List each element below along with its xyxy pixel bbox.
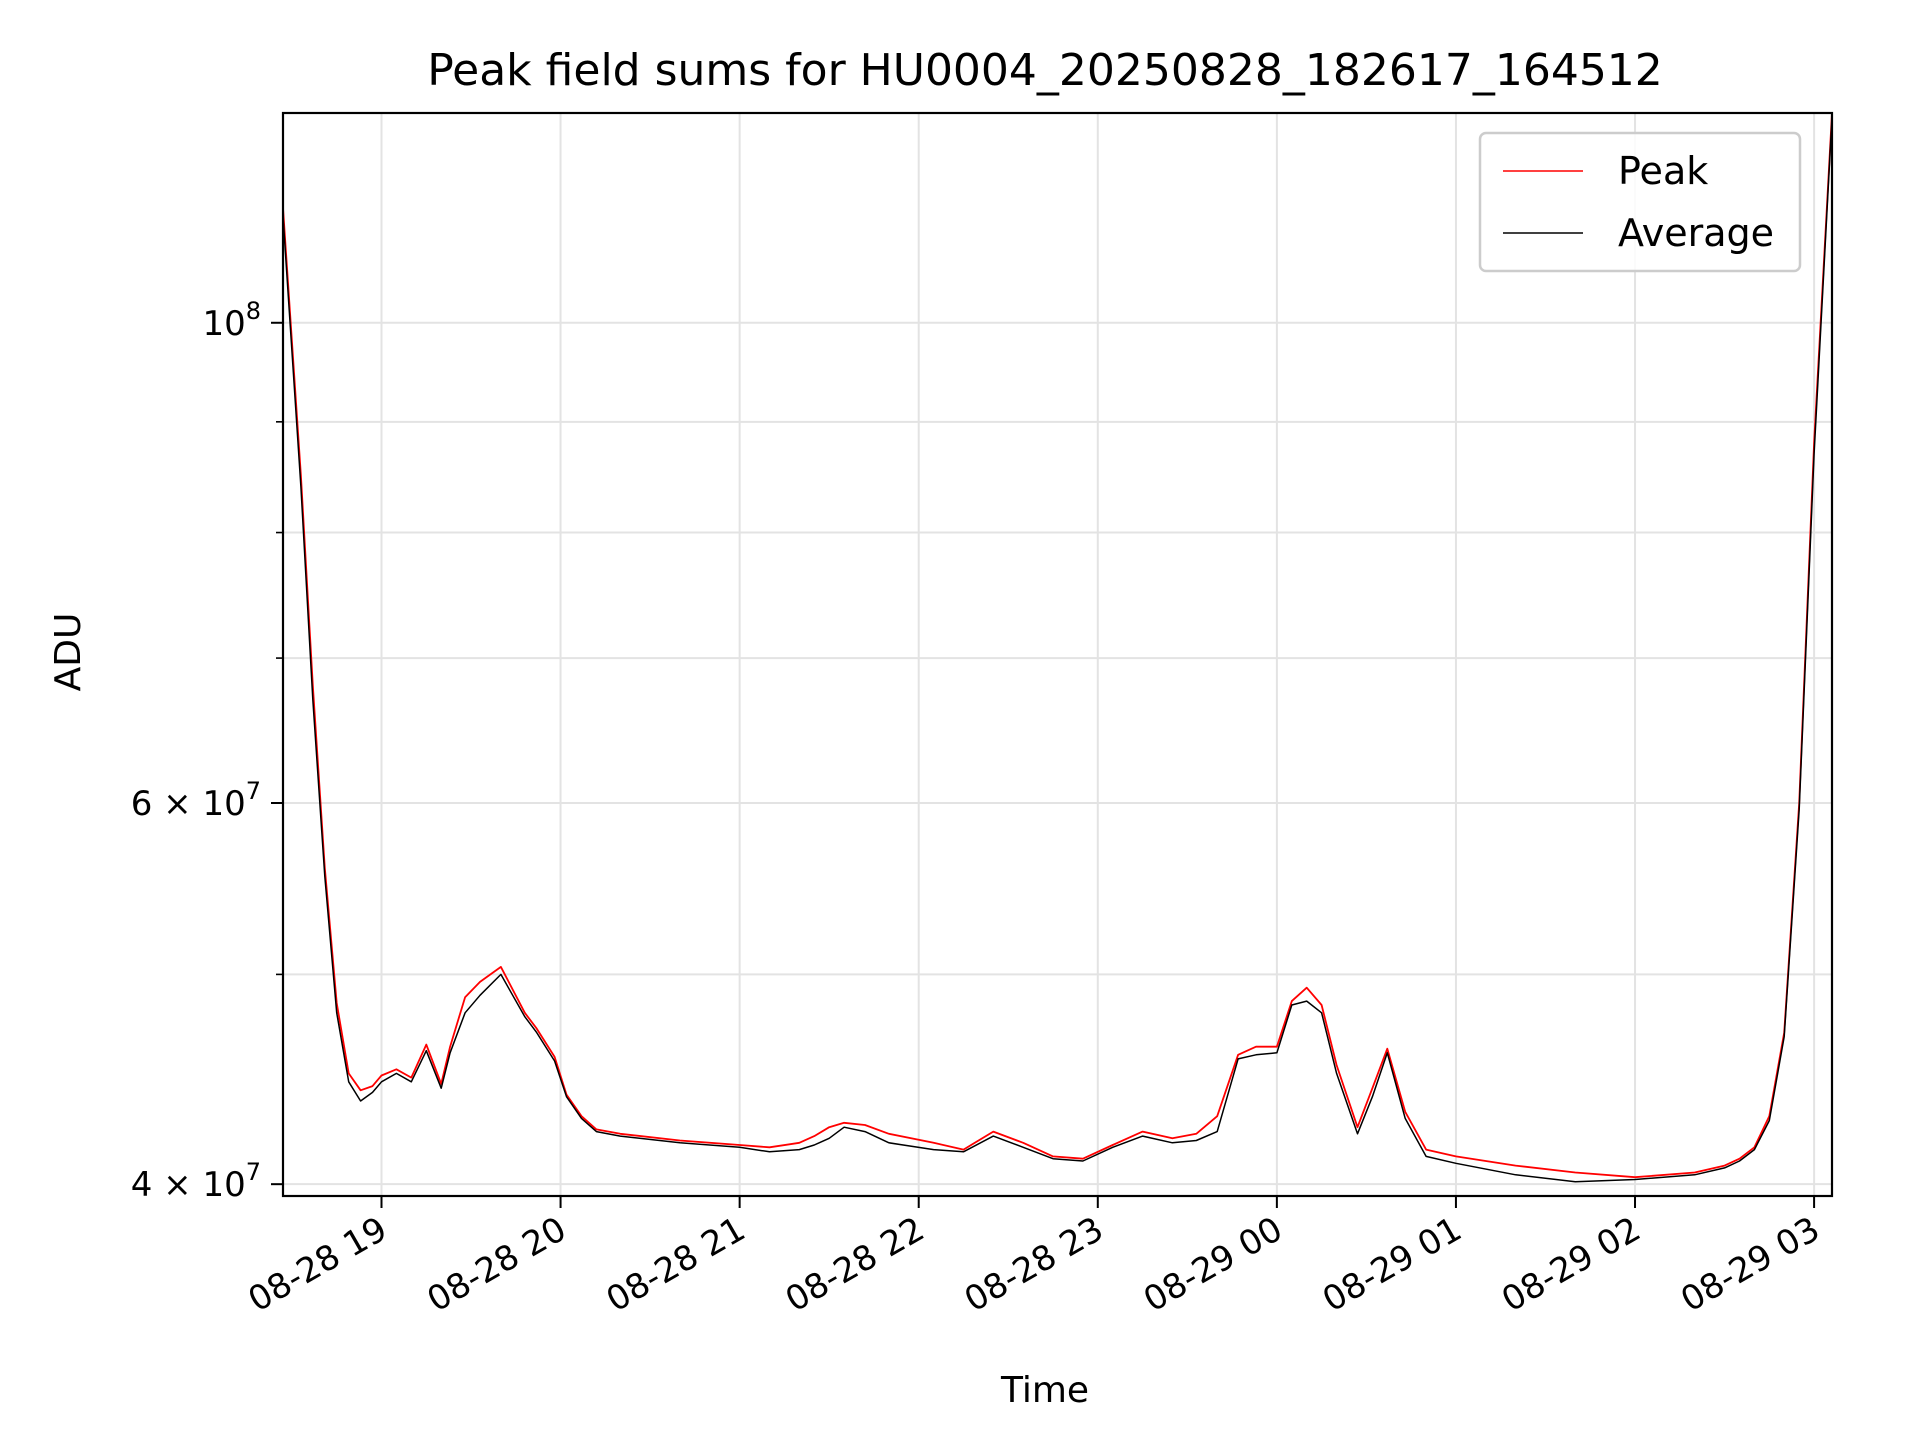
series-line-average <box>282 116 1833 1183</box>
x-tick-label: 08-29 00 <box>1137 1209 1289 1320</box>
x-axis-ticks: 08-28 19 08-28 20 08-28 21 08-28 22 08-28 23… <box>242 1196 1827 1320</box>
x-tick-label: 08-28 22 <box>779 1209 931 1320</box>
x-tick-label: 08-28 23 <box>958 1209 1110 1320</box>
grid-lines <box>283 113 1832 1196</box>
y-tick-label-base: 4 × 10 <box>131 1165 246 1205</box>
series-lines <box>282 112 1833 1183</box>
x-tick-label: 08-29 02 <box>1495 1209 1647 1320</box>
chart-title: Peak field sums for HU0004_20250828_1826… <box>427 45 1663 96</box>
legend: Peak Average <box>1478 131 1802 273</box>
y-tick-label: 108 <box>202 297 261 344</box>
x-tick-label: 08-29 01 <box>1316 1209 1468 1320</box>
x-tick-label: 08-28 19 <box>242 1209 394 1320</box>
y-tick-label: 6 × 107 <box>131 777 261 824</box>
legend-label-average: Average <box>1618 211 1774 255</box>
legend-label-peak: Peak <box>1618 149 1708 193</box>
y-tick-label: 4 × 107 <box>131 1158 261 1205</box>
y-tick-label-exponent: 8 <box>246 297 261 325</box>
series-line-peak <box>282 112 1833 1179</box>
x-tick-label: 08-28 21 <box>600 1209 752 1320</box>
y-tick-label-exponent: 7 <box>246 777 261 805</box>
y-tick-label-base: 6 × 10 <box>131 784 246 824</box>
y-tick-label-exponent: 7 <box>246 1158 261 1186</box>
y-tick-label-base: 10 <box>202 304 245 344</box>
plot-frame <box>281 111 1834 1198</box>
x-tick-label: 08-29 03 <box>1674 1209 1826 1320</box>
x-axis-label: Time <box>1000 1370 1089 1411</box>
x-tick-label: 08-28 20 <box>421 1209 573 1320</box>
y-axis-label: ADU <box>48 613 89 692</box>
legend-box <box>1478 131 1802 273</box>
